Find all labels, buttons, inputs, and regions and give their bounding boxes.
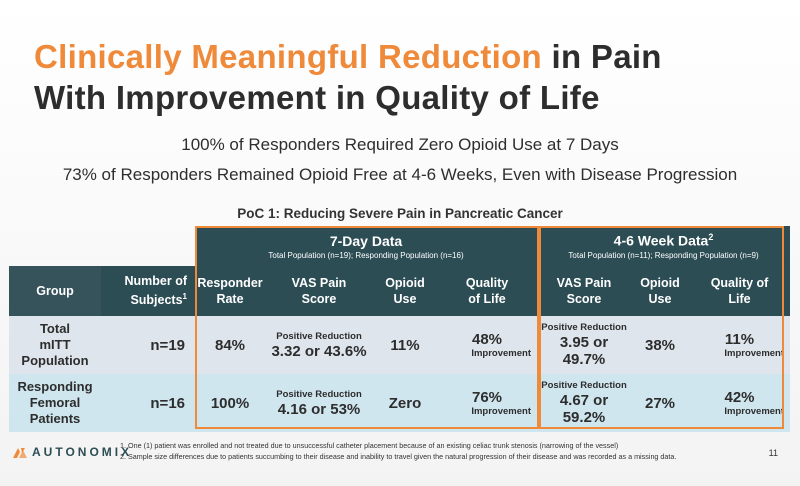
logo-text: AUTONOMIX bbox=[32, 445, 133, 459]
col-opioid: Opioid Use bbox=[373, 266, 437, 316]
table-row-total-mitt: Total mITT Population n=19 84% Positive Re… bbox=[9, 316, 791, 374]
col-opioid-line2: Use bbox=[393, 292, 417, 306]
footnote-2: 2. Sample size differences due to patien… bbox=[120, 452, 677, 461]
row2-qol: 76% Improvement bbox=[437, 374, 537, 432]
row1-vas2: Positive Reduction 3.95 or 49.7% bbox=[537, 316, 631, 374]
footnote-1: 1. One (1) patient was enrolled and not … bbox=[120, 441, 619, 450]
row2-qol2: 42% Improvement bbox=[689, 374, 791, 432]
row1-group-line1: Total bbox=[39, 321, 71, 336]
col-opioid2-line2: Use bbox=[648, 292, 672, 306]
col-vas-line1: VAS Pain bbox=[291, 276, 347, 290]
results-table: 7-Day Data Total Population (n=19); Resp… bbox=[9, 226, 791, 432]
row2-opioid2: 27% bbox=[631, 374, 689, 432]
col-qol2-line2: Life bbox=[728, 292, 751, 306]
subtitle-2: 73% of Responders Remained Opioid Free a… bbox=[62, 165, 738, 184]
row1-group-line2: mITT bbox=[39, 337, 71, 352]
title-rest-line1: in Pain bbox=[542, 38, 662, 75]
row1-group-line3: Population bbox=[21, 353, 89, 368]
row1-responder: 84% bbox=[195, 316, 265, 374]
slide-title: Clinically Meaningful Reduction in Pain … bbox=[34, 36, 662, 118]
row1-vas2-label: Positive Reduction bbox=[541, 322, 627, 333]
group-header-7day: 7-Day Data Total Population (n=19); Resp… bbox=[195, 226, 537, 266]
col-vas2: VAS Pain Score bbox=[537, 266, 631, 316]
footnotes: 1. One (1) patient was enrolled and not … bbox=[120, 440, 740, 462]
col-subjects-line1: Number of bbox=[124, 274, 188, 289]
row2-vas2-value: 4.67 or 59.2% bbox=[559, 392, 609, 426]
row1-qol2-label: Improvement bbox=[724, 348, 785, 359]
row2-group-line3: Patients bbox=[29, 411, 81, 426]
col-responder-line2: Rate bbox=[216, 292, 244, 306]
col-opioid2-line1: Opioid bbox=[640, 276, 680, 290]
col-opioid2: Opioid Use bbox=[631, 266, 689, 316]
row1-vas-value: 3.32 or 43.6% bbox=[271, 342, 367, 360]
row1-qol-value: 48% bbox=[471, 331, 503, 348]
column-header-row: Group Number of Subjects1 Responder Rate V… bbox=[9, 266, 791, 316]
row1-vas-label: Positive Reduction bbox=[276, 330, 362, 342]
group-4-6-week-sup: 2 bbox=[708, 232, 714, 243]
poc-title: PoC 1: Reducing Severe Pain in Pancreati… bbox=[237, 206, 563, 221]
col-opioid-line1: Opioid bbox=[385, 276, 425, 290]
col-vas: VAS Pain Score bbox=[265, 266, 373, 316]
group-7day-title: 7-Day Data bbox=[329, 232, 403, 249]
col-qol-line1: Quality bbox=[465, 276, 509, 290]
row1-qol2-value: 11% bbox=[724, 331, 755, 348]
row1-qol2: 11% Improvement bbox=[689, 316, 791, 374]
row2-group: Responding Femoral Patients bbox=[9, 374, 101, 432]
col-qol2-line1: Quality of bbox=[710, 276, 769, 290]
row1-n: n=19 bbox=[101, 316, 195, 374]
col-qol: Quality of Life bbox=[437, 266, 537, 316]
group-4-6-week-subtitle: Total Population (n=11); Responding Popu… bbox=[568, 250, 759, 260]
row2-qol2-value: 42% bbox=[724, 389, 755, 406]
autonomix-logo-icon bbox=[13, 447, 27, 458]
row2-vas-value: 4.16 or 53% bbox=[277, 400, 361, 418]
col-qol-line2: of Life bbox=[468, 292, 506, 306]
row1-qol: 48% Improvement bbox=[437, 316, 537, 374]
row1-vas: Positive Reduction 3.32 or 43.6% bbox=[265, 316, 373, 374]
col-responder: Responder Rate bbox=[195, 266, 265, 316]
col-subjects: Number of Subjects1 bbox=[101, 266, 195, 316]
row1-opioid: 11% bbox=[373, 316, 437, 374]
row2-vas2-label: Positive Reduction bbox=[541, 380, 627, 391]
row2-n: n=16 bbox=[101, 374, 195, 432]
group-4-6-week-title: 4-6 Week Data2 bbox=[537, 232, 790, 249]
autonomix-logo: AUTONOMIX bbox=[12, 445, 132, 460]
row1-vas2-value: 3.95 or 49.7% bbox=[559, 334, 609, 368]
row2-qol-label: Improvement bbox=[471, 406, 531, 417]
col-vas2-line1: VAS Pain bbox=[556, 276, 612, 290]
page-number: 11 bbox=[768, 448, 778, 458]
title-highlight: Clinically Meaningful Reduction bbox=[34, 38, 543, 75]
row2-qol2-label: Improvement bbox=[724, 406, 785, 417]
row2-group-line1: Responding bbox=[17, 379, 93, 394]
row2-group-line2: Femoral bbox=[29, 395, 81, 410]
row2-responder: 100% bbox=[195, 374, 265, 432]
title-line2: With Improvement in Quality of Life bbox=[34, 79, 600, 116]
row1-opioid2: 38% bbox=[631, 316, 689, 374]
row2-qol-value: 76% bbox=[471, 389, 503, 406]
row2-vas: Positive Reduction 4.16 or 53% bbox=[265, 374, 373, 432]
group-7day-subtitle: Total Population (n=19); Responding Popu… bbox=[268, 250, 464, 260]
table-row-responding-femoral: Responding Femoral Patients n=16 100% Posi… bbox=[9, 374, 791, 432]
col-responder-line1: Responder bbox=[197, 276, 263, 290]
col-subjects-line2: Subjects bbox=[130, 293, 183, 308]
row2-vas2: Positive Reduction 4.67 or 59.2% bbox=[537, 374, 631, 432]
group-4-6-week-title-text: 4-6 Week Data bbox=[613, 232, 709, 249]
row2-opioid: Zero bbox=[373, 374, 437, 432]
subtitle-1: 100% of Responders Required Zero Opioid … bbox=[181, 135, 619, 154]
col-vas2-line2: Score bbox=[566, 292, 602, 306]
row1-qol-label: Improvement bbox=[471, 348, 531, 359]
col-qol2: Quality of Life bbox=[689, 266, 791, 316]
row1-group: Total mITT Population bbox=[9, 316, 101, 374]
row2-vas-label: Positive Reduction bbox=[276, 388, 362, 400]
col-subjects-sup: 1 bbox=[182, 292, 187, 302]
group-header-4-6-week: 4-6 Week Data2 Total Population (n=11); … bbox=[537, 226, 791, 266]
col-vas-line2: Score bbox=[301, 292, 337, 306]
group-header-empty bbox=[9, 226, 195, 266]
col-group: Group bbox=[9, 266, 101, 316]
